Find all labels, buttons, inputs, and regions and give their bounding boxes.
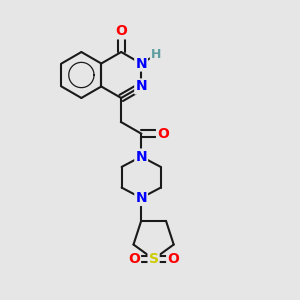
Text: N: N: [135, 80, 147, 94]
Text: O: O: [157, 127, 169, 141]
Text: O: O: [115, 24, 127, 38]
Text: O: O: [167, 252, 179, 266]
Text: N: N: [135, 56, 147, 70]
Text: H: H: [151, 48, 161, 62]
Text: O: O: [128, 252, 140, 266]
Text: N: N: [135, 191, 147, 205]
Text: S: S: [148, 252, 159, 266]
Text: N: N: [135, 150, 147, 164]
